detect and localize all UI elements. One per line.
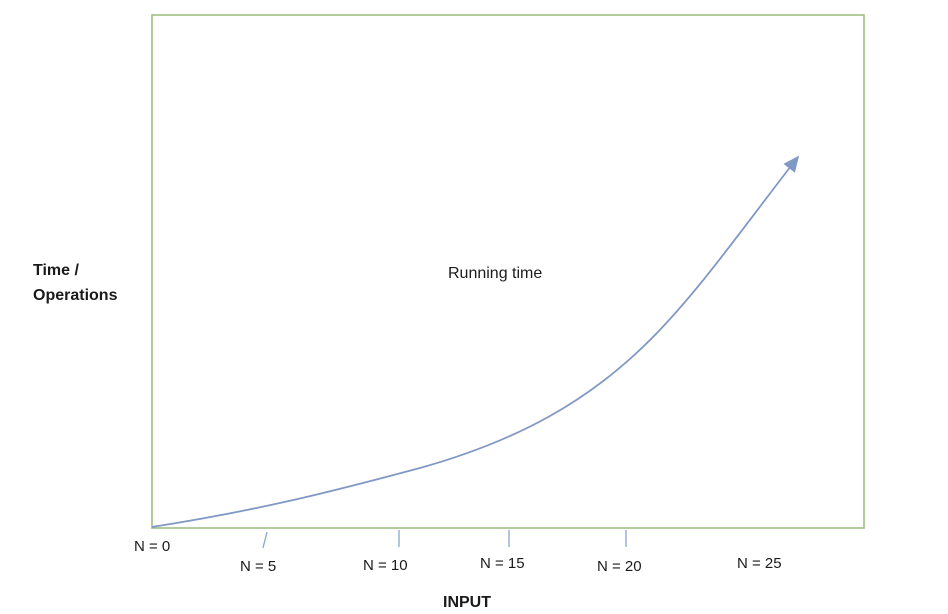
tick-label-n0: N = 0 [134, 538, 170, 555]
tick-label-n25: N = 25 [737, 555, 782, 572]
tick-label-n10: N = 10 [363, 557, 408, 574]
y-axis-label-line-1: Time / [33, 262, 80, 279]
x-axis-label: INPUT [443, 594, 491, 611]
running-time-curve [151, 155, 800, 528]
y-axis-label-line-2: Operations [33, 287, 118, 304]
tick-mark-n5 [262, 531, 268, 549]
tick-label-n15: N = 15 [480, 555, 525, 572]
curve-label: Running time [448, 265, 542, 282]
plot-frame [151, 14, 865, 529]
tick-label-n5: N = 5 [240, 558, 276, 575]
tick-label-n20: N = 20 [597, 558, 642, 575]
